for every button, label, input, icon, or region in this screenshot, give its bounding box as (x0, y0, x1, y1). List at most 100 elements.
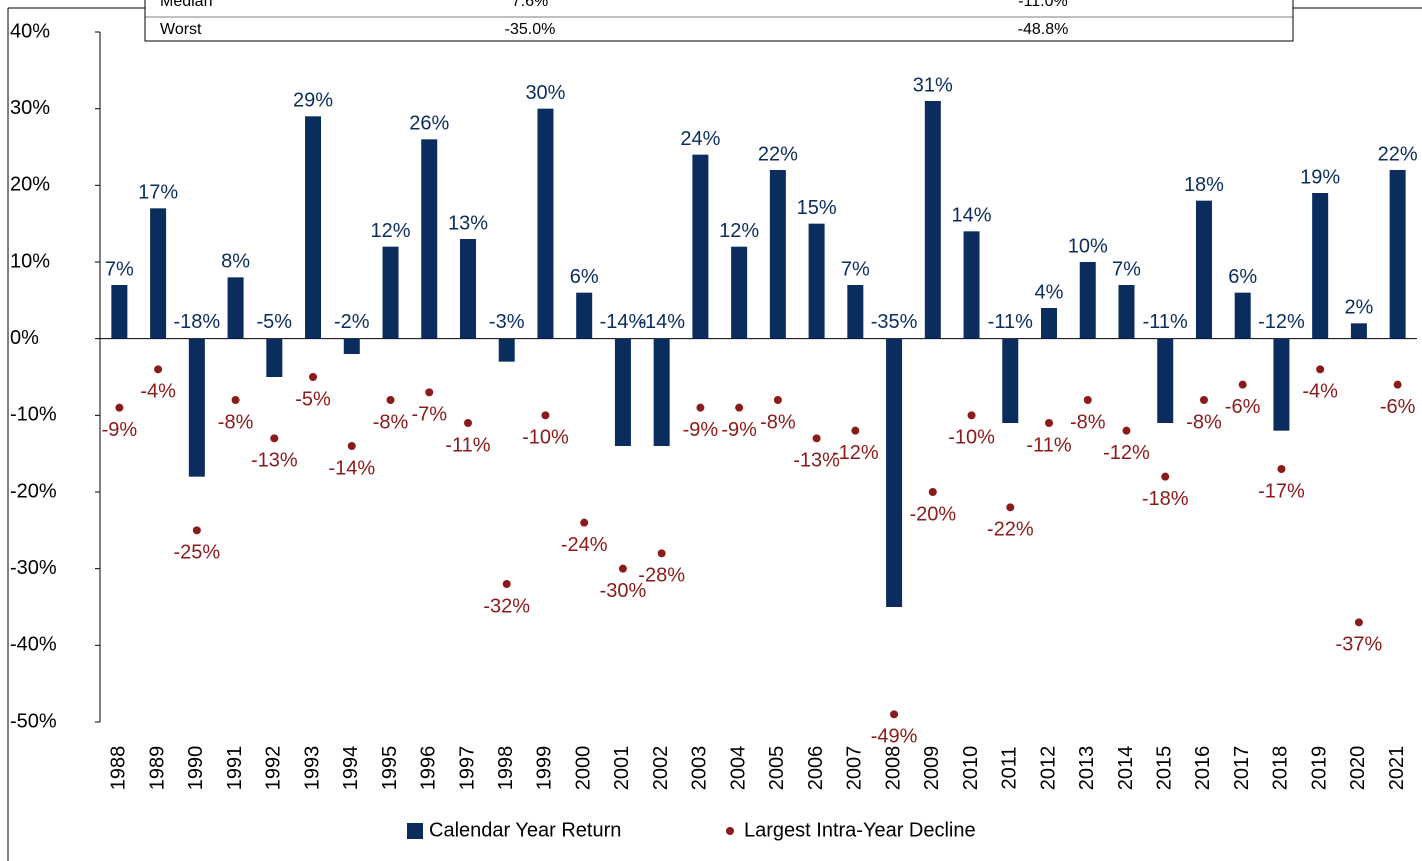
x-tick-label: 2005 (766, 746, 788, 791)
x-tick-label: 2019 (1308, 746, 1330, 791)
bar-label: 7% (841, 258, 870, 280)
bar (227, 277, 244, 339)
x-tick-label: 2021 (1386, 746, 1408, 791)
y-tick-label: 40% (10, 20, 50, 42)
x-tick-label: 1989 (146, 746, 168, 791)
dot (1122, 426, 1131, 435)
bar-label: 2% (1344, 297, 1373, 319)
bar (924, 101, 941, 339)
x-tick-label: 2008 (882, 746, 904, 791)
dot-label: -7% (411, 404, 447, 426)
dot (231, 396, 240, 404)
bar (188, 338, 205, 477)
bar-label: -18% (173, 311, 220, 333)
bar (150, 208, 167, 339)
dot (928, 488, 937, 496)
dot (270, 434, 279, 443)
bar-label: 6% (1228, 266, 1257, 288)
dot-label: -9% (683, 419, 719, 441)
table-cell: -48.8% (1018, 21, 1069, 38)
bar-label: 14% (952, 205, 992, 227)
bar (1118, 285, 1135, 339)
dot (696, 403, 705, 412)
bar (266, 338, 283, 377)
bar-label: -3% (489, 311, 525, 333)
bar (692, 154, 709, 339)
x-tick-label: 2002 (650, 746, 672, 791)
bar-label: 24% (680, 128, 720, 150)
dot (735, 403, 744, 412)
dot-label: -12% (1103, 442, 1150, 464)
bar (808, 223, 825, 339)
bar-label: 15% (797, 197, 837, 219)
bar (1079, 262, 1096, 339)
dot (618, 564, 627, 573)
bar-label: -35% (871, 311, 918, 333)
table-cell: Worst (160, 21, 202, 38)
bar (769, 170, 786, 339)
dot-label: -8% (373, 411, 409, 433)
dot-label: -9% (721, 419, 757, 441)
bar-label: -11% (988, 311, 1033, 333)
bar (111, 285, 128, 339)
x-tick-label: 2009 (921, 746, 943, 791)
x-tick-label: 1994 (340, 746, 362, 791)
dot (1277, 465, 1286, 473)
dot (1393, 380, 1402, 389)
bar (1002, 338, 1019, 423)
bar (305, 116, 322, 339)
dot-label: -8% (218, 411, 254, 433)
x-tick-label: 2003 (689, 746, 711, 791)
x-tick-label: 2020 (1347, 746, 1369, 791)
dot-label: -18% (1142, 488, 1189, 510)
dot-label: -49% (871, 726, 918, 748)
bar (1195, 200, 1212, 339)
x-tick-label: 2015 (1154, 746, 1176, 791)
y-tick-label: -10% (10, 404, 57, 426)
x-tick-label: 2013 (1076, 746, 1098, 791)
table-box (144, 0, 1294, 42)
dot-label: -11% (445, 434, 490, 456)
dot (1354, 618, 1363, 627)
x-tick-label: 2007 (844, 746, 866, 791)
y-tick-label: -30% (10, 557, 57, 579)
bar-label: 26% (409, 113, 449, 135)
x-tick-label: 1995 (379, 746, 401, 791)
y-tick-label: -40% (10, 634, 57, 656)
dot (192, 526, 201, 535)
dot-label: -8% (760, 411, 796, 433)
bar (343, 338, 360, 354)
y-tick-label: 0% (10, 327, 39, 349)
dot-label: -8% (1070, 411, 1106, 433)
dot (115, 403, 124, 412)
dot-label: -13% (793, 450, 840, 472)
dot-label: -6% (1225, 396, 1261, 418)
bar-label: 12% (719, 220, 759, 242)
dot-label: -30% (600, 580, 647, 602)
dot (425, 388, 434, 397)
dot (580, 518, 589, 527)
bar-label: 10% (1068, 235, 1108, 257)
dot-label: -13% (251, 450, 298, 472)
bar (1312, 193, 1329, 339)
x-tick-label: 2018 (1270, 746, 1292, 791)
y-tick-label: 10% (10, 250, 50, 272)
dot-label: -25% (173, 542, 220, 564)
dot (812, 434, 821, 443)
bar-label: -2% (334, 311, 370, 333)
dot (154, 365, 163, 374)
bar-label: 8% (221, 251, 250, 273)
x-tick-label: 2011 (999, 746, 1021, 789)
legend-label: Calendar Year Return (429, 819, 621, 841)
bar (731, 246, 748, 339)
y-tick-label: -20% (10, 480, 57, 502)
bar-label: -12% (1258, 311, 1305, 333)
bar-label: 31% (913, 74, 953, 96)
x-tick-label: 1999 (534, 746, 556, 791)
bar (421, 139, 438, 339)
bar-label: 4% (1035, 281, 1064, 303)
x-tick-label: 2001 (611, 746, 633, 791)
bar (1273, 338, 1290, 431)
dot (967, 411, 976, 420)
